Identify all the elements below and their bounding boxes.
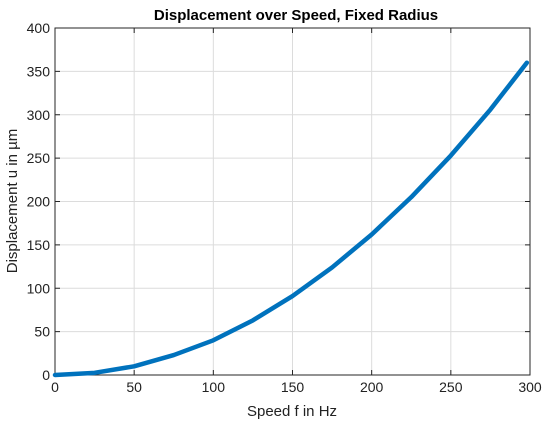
x-tick-label-0: 0 xyxy=(51,379,59,395)
x-tick-label-4: 200 xyxy=(360,379,384,395)
series-layer xyxy=(52,60,530,378)
x-tick-label-1: 50 xyxy=(126,379,142,395)
y-tick-label-8: 400 xyxy=(27,20,51,36)
y-tick-label-5: 250 xyxy=(27,150,51,166)
y-tick-label-0: 0 xyxy=(42,367,50,383)
y-axis-label: Displacement u in µm xyxy=(4,129,21,274)
y-tick-label-3: 150 xyxy=(27,237,51,253)
y-tick-label-7: 350 xyxy=(27,63,51,79)
y-tick-label-4: 200 xyxy=(27,194,51,210)
y-tick-label-1: 50 xyxy=(34,324,50,340)
x-tick-label-5: 250 xyxy=(439,379,463,395)
y-tick-label-2: 100 xyxy=(27,280,51,296)
x-tick-label-3: 150 xyxy=(281,379,305,395)
x-tick-label-6: 300 xyxy=(518,379,542,395)
x-tick-label-2: 100 xyxy=(202,379,226,395)
axis-ticks: 0 50 100 150 200 250 300 0 50 100 150 200 250 300 350 4… xyxy=(27,20,542,395)
y-tick-label-6: 300 xyxy=(27,107,51,123)
series-line-0 xyxy=(52,60,530,378)
chart-title: Displacement over Speed, Fixed Radius xyxy=(154,7,438,24)
grid xyxy=(54,27,531,376)
x-axis-label: Speed f in Hz xyxy=(247,403,337,420)
